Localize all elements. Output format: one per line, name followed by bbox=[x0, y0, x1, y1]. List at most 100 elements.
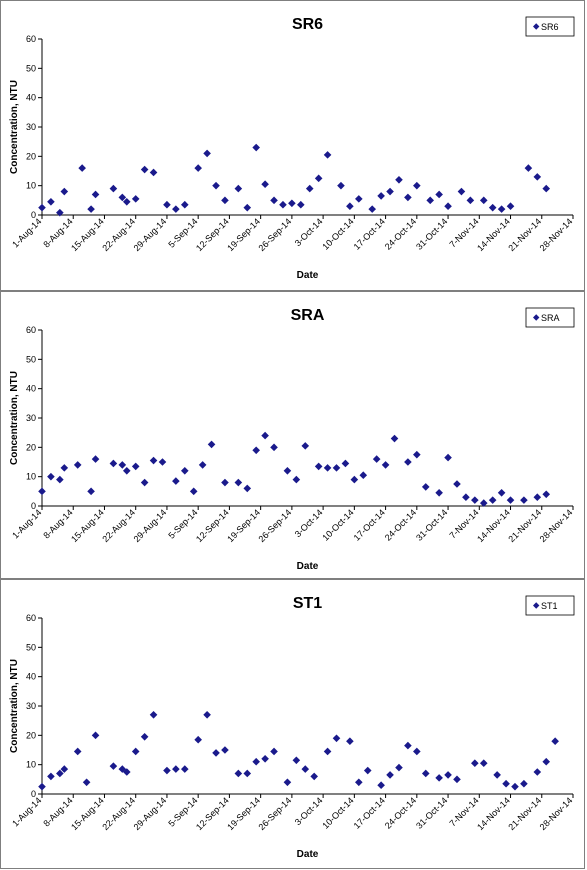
data-point bbox=[109, 184, 118, 193]
x-axis-title: Date bbox=[297, 561, 319, 572]
x-tick-label: 10-Oct-14 bbox=[320, 216, 355, 251]
data-point bbox=[56, 208, 64, 217]
data-point bbox=[91, 190, 100, 199]
data-point bbox=[502, 779, 510, 788]
data-point bbox=[194, 164, 202, 172]
data-point bbox=[413, 181, 421, 190]
data-point bbox=[270, 196, 278, 205]
x-tick-label: 12-Sep-14 bbox=[194, 216, 231, 253]
x-tick-label: 1-Aug-14 bbox=[10, 507, 43, 540]
x-tick-label: 19-Sep-14 bbox=[225, 795, 262, 832]
data-point bbox=[82, 778, 91, 787]
chart-title-sra: SRA bbox=[291, 307, 325, 324]
data-point bbox=[109, 762, 118, 770]
data-point bbox=[73, 461, 82, 469]
data-point bbox=[87, 487, 95, 496]
data-point bbox=[38, 782, 46, 791]
data-point bbox=[149, 168, 158, 177]
data-point bbox=[471, 496, 479, 504]
data-point bbox=[533, 768, 542, 776]
data-point bbox=[261, 755, 269, 763]
data-point bbox=[189, 487, 198, 496]
y-tick-label: 50 bbox=[26, 642, 36, 652]
data-point bbox=[520, 779, 528, 788]
data-point bbox=[212, 749, 220, 757]
data-point bbox=[479, 499, 488, 507]
data-point bbox=[163, 200, 171, 209]
data-point bbox=[386, 187, 394, 196]
chart-panel-sr6: SR6 SR6 0 10 20 30 40 50 60 1-Aug-14 8-Aug-14 15-Au… bbox=[0, 0, 585, 291]
data-point bbox=[435, 774, 443, 782]
x-axis-title: Date bbox=[297, 849, 319, 860]
data-point bbox=[421, 483, 430, 491]
data-point bbox=[140, 733, 149, 741]
data-point bbox=[172, 477, 180, 485]
chart-svg-sr6: SR6 SR601020304050601-Aug-148-Aug-1415-Au… bbox=[9, 16, 574, 281]
y-tick-label: 0 bbox=[31, 501, 36, 511]
y-axis-title: Concentration, NTU bbox=[9, 371, 20, 465]
x-tick-label: 12-Sep-14 bbox=[194, 507, 231, 544]
x-tick-label: 15-Aug-14 bbox=[69, 216, 106, 253]
data-point bbox=[38, 203, 46, 212]
data-point bbox=[305, 184, 314, 193]
data-point bbox=[426, 196, 435, 205]
data-point bbox=[421, 769, 430, 778]
data-point bbox=[261, 431, 269, 440]
x-tick-label: 10-Oct-14 bbox=[320, 507, 355, 542]
data-point bbox=[395, 763, 403, 772]
data-point bbox=[91, 731, 100, 740]
data-point bbox=[203, 711, 211, 719]
data-point bbox=[221, 478, 229, 487]
data-point bbox=[47, 472, 55, 481]
data-point bbox=[207, 440, 216, 449]
data-point bbox=[404, 741, 412, 750]
data-point bbox=[252, 446, 260, 455]
data-point bbox=[180, 765, 189, 773]
data-point bbox=[435, 190, 443, 199]
data-point bbox=[381, 461, 390, 469]
data-point bbox=[479, 196, 488, 205]
data-point bbox=[323, 747, 332, 756]
data-point bbox=[198, 461, 207, 469]
data-point bbox=[314, 174, 323, 183]
y-tick-label: 20 bbox=[26, 730, 36, 740]
chart-svg-sra: SRA SRA01020304050601-Aug-148-Aug-1415-Au… bbox=[9, 307, 574, 572]
data-point bbox=[314, 462, 323, 471]
x-tick-label: 26-Sep-14 bbox=[257, 216, 294, 253]
data-point bbox=[497, 489, 506, 497]
data-point bbox=[109, 459, 118, 468]
data-point bbox=[212, 181, 220, 190]
data-point bbox=[292, 756, 301, 765]
x-tick-label: 31-Oct-14 bbox=[414, 795, 449, 830]
data-point bbox=[172, 205, 180, 213]
x-tick-label: 14-Nov-14 bbox=[475, 507, 512, 544]
data-point bbox=[122, 198, 131, 206]
data-point bbox=[479, 759, 488, 767]
x-tick-label: 1-Aug-14 bbox=[10, 795, 43, 828]
data-point bbox=[131, 462, 140, 471]
x-tick-label: 21-Nov-14 bbox=[506, 216, 543, 253]
data-point bbox=[453, 480, 461, 488]
data-point bbox=[301, 765, 310, 773]
data-point bbox=[363, 766, 372, 775]
data-point bbox=[140, 165, 149, 174]
data-point bbox=[60, 464, 69, 472]
data-point bbox=[38, 487, 46, 496]
x-tick-label: 10-Oct-14 bbox=[320, 795, 355, 830]
chart-panel-st1: ST1 ST1 0 10 20 30 40 50 60 1-Aug-14 8-Aug-14 15-Au… bbox=[0, 579, 585, 869]
x-tick-label: 21-Nov-14 bbox=[506, 507, 543, 544]
data-point bbox=[359, 471, 368, 479]
y-tick-label: 10 bbox=[26, 472, 36, 482]
y-tick-label: 30 bbox=[26, 701, 36, 711]
legend-label: ST1 bbox=[541, 601, 558, 611]
x-tick-label: 17-Oct-14 bbox=[352, 795, 387, 830]
data-point bbox=[243, 769, 252, 778]
y-tick-label: 0 bbox=[31, 789, 36, 799]
data-point bbox=[87, 205, 95, 213]
data-point bbox=[73, 747, 82, 756]
y-tick-label: 10 bbox=[26, 760, 36, 770]
data-point bbox=[243, 484, 252, 493]
data-point bbox=[243, 203, 252, 212]
data-point bbox=[47, 198, 55, 206]
data-point bbox=[435, 489, 443, 497]
